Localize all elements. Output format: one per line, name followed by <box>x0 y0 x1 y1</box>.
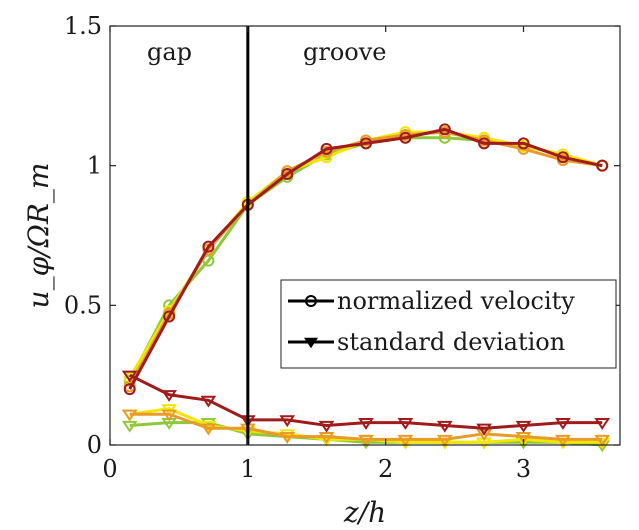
y-tick-label: 0.5 <box>64 291 102 319</box>
legend-label-std: standard deviation <box>337 328 565 356</box>
data-point <box>121 409 138 422</box>
data-point <box>358 418 374 430</box>
data-point <box>556 151 569 164</box>
data-point <box>594 434 611 447</box>
data-point <box>399 131 412 144</box>
y-tick-label: 0 <box>87 431 102 459</box>
data-point <box>594 418 611 430</box>
legend-marker-circle-icon <box>305 295 317 307</box>
data-point <box>163 310 176 323</box>
plot-frame <box>109 25 621 446</box>
legend: normalized velocity standard deviation <box>280 279 617 369</box>
data-point <box>397 418 414 430</box>
data-point <box>436 434 453 447</box>
x-tick-label: 0 <box>102 455 117 483</box>
y-tick-label: 1 <box>87 152 102 180</box>
data-point <box>121 370 138 383</box>
legend-marker-triangle-icon <box>304 337 318 349</box>
data-point <box>161 404 178 416</box>
data-point <box>202 254 215 267</box>
data-point <box>161 390 178 402</box>
x-tick-label: 3 <box>516 455 531 483</box>
data-point <box>555 434 571 447</box>
series-line <box>129 412 603 441</box>
data-point <box>121 420 138 433</box>
legend-box <box>280 279 617 369</box>
series-std-6 <box>121 409 611 447</box>
series-line <box>128 127 603 390</box>
data-point <box>476 423 492 436</box>
data-point <box>596 159 609 172</box>
data-point <box>279 415 296 428</box>
data-point <box>358 434 374 447</box>
data-point <box>515 420 532 433</box>
x-tick-label: 1 <box>240 455 255 483</box>
data-point <box>279 432 296 444</box>
y-tick-label: 1.5 <box>64 12 102 40</box>
data-point <box>200 423 217 436</box>
data-point <box>478 137 491 150</box>
data-point <box>555 418 571 430</box>
data-point <box>438 123 451 136</box>
data-point <box>594 437 611 450</box>
x-axis-label: z/h <box>343 496 386 529</box>
y-axis-label: u_φ/ΩR_m <box>22 163 55 309</box>
legend-label-velocity: normalized velocity <box>337 287 575 315</box>
series-line <box>129 373 603 430</box>
data-point <box>515 432 532 444</box>
data-point <box>123 383 136 396</box>
data-point <box>436 420 453 433</box>
data-point <box>594 440 611 453</box>
data-point <box>359 137 372 150</box>
axes-layer: 0 1 2 3 0 0.5 1 1.5 <box>64 12 621 483</box>
gap-label: gap <box>147 38 192 66</box>
data-point <box>397 434 414 447</box>
data-point <box>281 168 294 181</box>
data-point <box>318 420 335 433</box>
data-point <box>476 429 492 442</box>
groove-label: groove <box>303 38 387 66</box>
data-point <box>161 409 178 422</box>
data-point <box>202 240 215 253</box>
x-tick-label: 2 <box>378 455 393 483</box>
data-point <box>318 432 335 444</box>
data-point <box>320 142 333 155</box>
data-point <box>200 395 217 408</box>
data-point <box>517 137 530 150</box>
